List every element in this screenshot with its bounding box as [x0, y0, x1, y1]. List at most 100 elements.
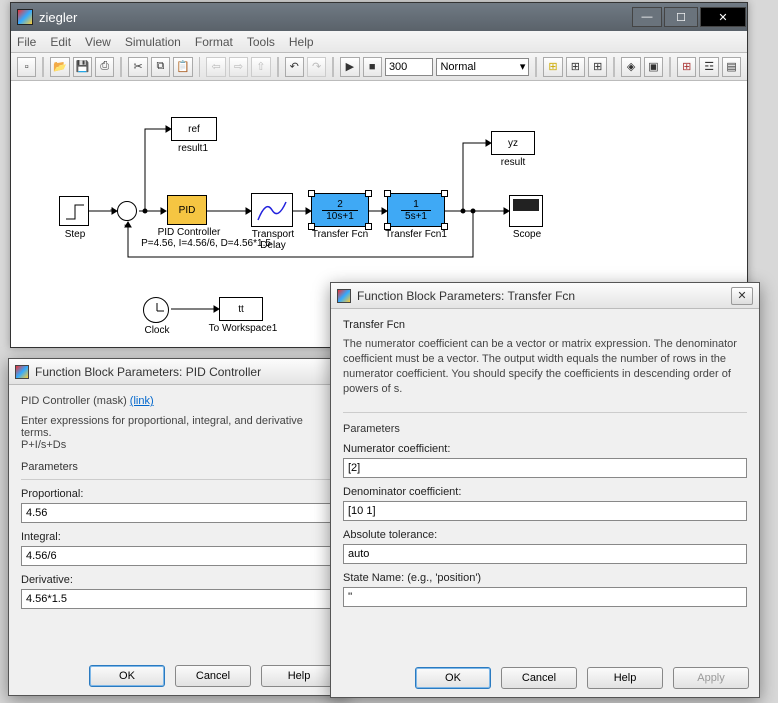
back-icon: ⇦: [206, 57, 225, 77]
tb-extra-3[interactable]: ⊞: [588, 57, 607, 77]
menu-bar: File Edit View Simulation Format Tools H…: [11, 31, 747, 53]
pid-mask-link[interactable]: (link): [130, 395, 154, 407]
tf1-den: 10s+1: [322, 210, 358, 222]
undo-icon[interactable]: ↶: [285, 57, 304, 77]
clock-label: Clock: [139, 325, 175, 336]
label-state: State Name: (e.g., 'position'): [343, 572, 747, 584]
input-proportional[interactable]: [21, 503, 335, 523]
input-den[interactable]: [343, 501, 747, 521]
tf-dialog-title: Function Block Parameters: Transfer Fcn: [357, 289, 575, 303]
yz-label: result: [493, 157, 533, 168]
pid-dialog-titlebar[interactable]: Function Block Parameters: PID Controlle…: [9, 359, 347, 385]
clock-block[interactable]: [143, 297, 169, 323]
menu-format[interactable]: Format: [195, 35, 233, 49]
window-titlebar[interactable]: ziegler — ☐ ✕: [11, 3, 747, 31]
tf-section: Parameters: [343, 423, 747, 435]
pid-params-dialog: Function Block Parameters: PID Controlle…: [8, 358, 348, 696]
tf-dialog-titlebar[interactable]: Function Block Parameters: Transfer Fcn …: [331, 283, 759, 309]
yz-text: yz: [508, 138, 518, 149]
toolbar: ▫ 📂 💾 ⎙ ✂ ⧉ 📋 ⇦ ⇨ ⇧ ↶ ↷ ▶ ■ 300 Normal▾ …: [11, 53, 747, 81]
tb-extra-5[interactable]: ▣: [644, 57, 663, 77]
tf1-num: 2: [337, 199, 343, 210]
input-num[interactable]: [343, 458, 747, 478]
tf2-label: Transfer Fcn1: [381, 229, 451, 240]
label-num: Numerator coefficient:: [343, 443, 747, 455]
pid-text: PID: [179, 205, 196, 216]
scope-label: Scope: [505, 229, 549, 240]
label-derivative: Derivative:: [21, 574, 335, 586]
play-icon[interactable]: ▶: [340, 57, 359, 77]
new-icon[interactable]: ▫: [17, 57, 36, 77]
tb-extra-1[interactable]: ⊞: [543, 57, 562, 77]
minimize-button[interactable]: —: [632, 7, 662, 27]
window-title: ziegler: [39, 10, 77, 25]
tf-block-name: Transfer Fcn: [343, 319, 747, 331]
menu-help[interactable]: Help: [289, 35, 314, 49]
pid-ok-button[interactable]: OK: [89, 665, 165, 687]
tf-cancel-button[interactable]: Cancel: [501, 667, 577, 689]
ref-text: ref: [188, 124, 200, 135]
tf2-num: 1: [413, 199, 419, 210]
pid-cancel-button[interactable]: Cancel: [175, 665, 251, 687]
tf-params-dialog: Function Block Parameters: Transfer Fcn …: [330, 282, 760, 698]
label-den: Denominator coefficient:: [343, 486, 747, 498]
tf-desc: The numerator coefficient can be a vecto…: [343, 337, 747, 396]
menu-edit[interactable]: Edit: [50, 35, 71, 49]
transport-delay-block[interactable]: [251, 193, 293, 227]
tb-extra-4[interactable]: ◈: [621, 57, 640, 77]
open-icon[interactable]: 📂: [50, 57, 69, 77]
pid-desc: Enter expressions for proportional, inte…: [21, 415, 335, 451]
simulink-icon: [15, 365, 29, 379]
cut-icon[interactable]: ✂: [128, 57, 147, 77]
menu-file[interactable]: File: [17, 35, 36, 49]
menu-simulation[interactable]: Simulation: [125, 35, 181, 49]
to-workspace-yz[interactable]: yz: [491, 131, 535, 155]
save-icon[interactable]: 💾: [73, 57, 92, 77]
menu-tools[interactable]: Tools: [247, 35, 275, 49]
delay-label: Transport Delay: [243, 229, 303, 251]
fwd-icon: ⇨: [229, 57, 248, 77]
tb-lib-1[interactable]: ⊞: [677, 57, 696, 77]
tf2-den: 5s+1: [401, 210, 431, 222]
copy-icon[interactable]: ⧉: [151, 57, 170, 77]
close-button[interactable]: ✕: [700, 7, 746, 27]
tb-lib-3[interactable]: ▤: [722, 57, 741, 77]
sim-time-field[interactable]: 300: [385, 58, 434, 76]
chevron-down-icon: ▾: [520, 60, 526, 73]
input-abstol[interactable]: [343, 544, 747, 564]
sim-mode-dropdown[interactable]: Normal ▾: [436, 58, 529, 76]
pid-label: PID Controller: [149, 227, 229, 238]
input-state[interactable]: [343, 587, 747, 607]
to-workspace-ref[interactable]: ref: [171, 117, 217, 141]
print-icon[interactable]: ⎙: [95, 57, 114, 77]
tf-help-button[interactable]: Help: [587, 667, 663, 689]
transfer-fcn-block[interactable]: 210s+1: [311, 193, 369, 227]
tf-apply-button: Apply: [673, 667, 749, 689]
pid-mask-text: PID Controller (mask): [21, 395, 130, 407]
tf-ok-button[interactable]: OK: [415, 667, 491, 689]
up-icon: ⇧: [251, 57, 270, 77]
transfer-fcn1-block[interactable]: 15s+1: [387, 193, 445, 227]
paste-icon[interactable]: 📋: [173, 57, 192, 77]
label-abstol: Absolute tolerance:: [343, 529, 747, 541]
tf1-label: Transfer Fcn: [307, 229, 373, 240]
redo-icon: ↷: [307, 57, 326, 77]
tb-lib-2[interactable]: ☲: [699, 57, 718, 77]
to-workspace-tt[interactable]: tt: [219, 297, 263, 321]
input-integral[interactable]: [21, 546, 335, 566]
menu-view[interactable]: View: [85, 35, 111, 49]
tb-extra-2[interactable]: ⊞: [566, 57, 585, 77]
tf-close-button[interactable]: ✕: [731, 287, 753, 305]
stop-icon[interactable]: ■: [363, 57, 382, 77]
pid-help-button[interactable]: Help: [261, 665, 337, 687]
ref-label: result1: [165, 143, 221, 154]
pid-section: Parameters: [21, 461, 335, 473]
sum-block[interactable]: + -: [117, 201, 137, 221]
input-derivative[interactable]: [21, 589, 335, 609]
label-proportional: Proportional:: [21, 488, 335, 500]
step-block[interactable]: [59, 196, 89, 226]
maximize-button[interactable]: ☐: [664, 7, 698, 27]
pid-block[interactable]: PID: [167, 195, 207, 225]
sim-mode-value: Normal: [440, 61, 475, 73]
scope-block[interactable]: [509, 195, 543, 227]
